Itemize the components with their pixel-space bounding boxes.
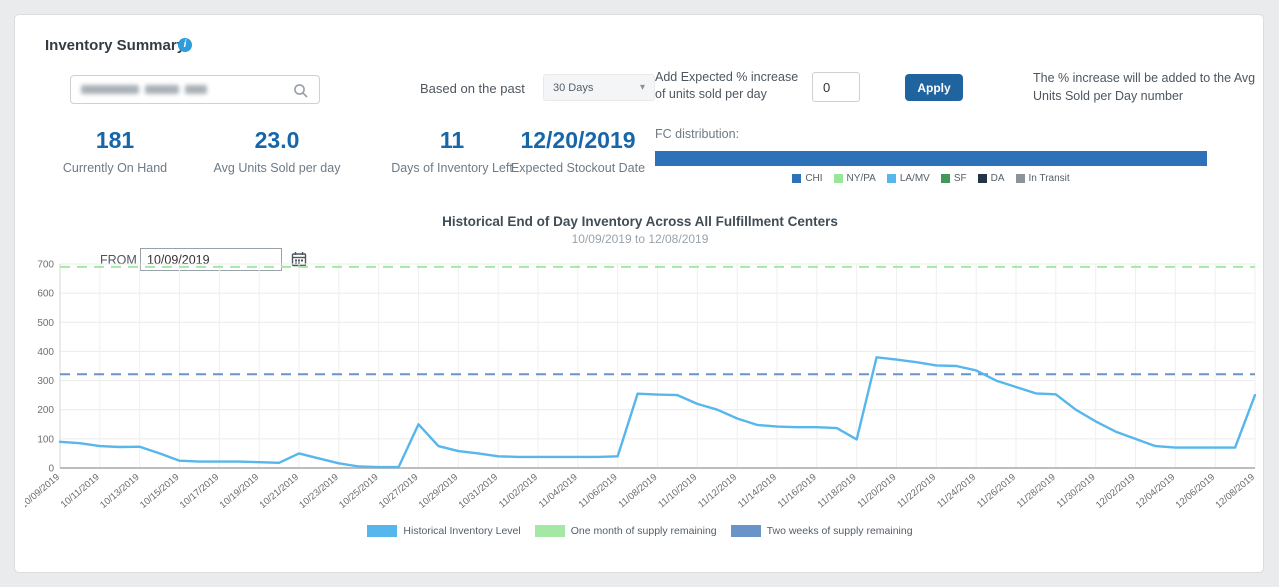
chart-legend-swatch	[534, 525, 565, 537]
svg-text:11/04/2019: 11/04/2019	[537, 472, 580, 511]
apply-button[interactable]: Apply	[905, 74, 963, 101]
chart-subtitle: 10/09/2019 to 12/08/2019	[571, 232, 709, 246]
svg-text:11/18/2019: 11/18/2019	[816, 472, 859, 511]
chart-legend-swatch	[730, 525, 761, 537]
stat-avg-units-sold: 23.0 Avg Units Sold per day	[192, 127, 362, 175]
stat-value: 23.0	[254, 127, 300, 153]
svg-text:10/13/2019: 10/13/2019	[98, 472, 141, 511]
fc-distribution-bar-fill	[655, 151, 1207, 166]
increase-help-text: The % increase will be added to the Avg …	[1033, 71, 1256, 103]
svg-text:10/21/2019: 10/21/2019	[257, 472, 300, 511]
svg-text:11/16/2019: 11/16/2019	[776, 472, 819, 511]
info-icon[interactable]: i	[178, 38, 192, 52]
stat-label: Days of Inventory Left	[391, 161, 513, 175]
search-icon[interactable]	[293, 83, 309, 99]
svg-text:11/06/2019: 11/06/2019	[577, 472, 620, 511]
svg-text:400: 400	[37, 347, 54, 358]
svg-text:11/10/2019: 11/10/2019	[656, 472, 699, 511]
svg-text:10/29/2019: 10/29/2019	[417, 472, 460, 511]
fc-legend-item: SF	[940, 173, 967, 184]
svg-text:700: 700	[37, 260, 54, 271]
svg-text:11/28/2019: 11/28/2019	[1015, 472, 1058, 511]
stat-label: Avg Units Sold per day	[213, 161, 341, 175]
svg-text:11/08/2019: 11/08/2019	[616, 472, 659, 511]
period-dropdown-value: 30 Days	[553, 81, 594, 94]
chart-legend-item: Two weeks of supply remaining	[730, 525, 913, 537]
svg-text:11/02/2019: 11/02/2019	[497, 472, 540, 511]
svg-text:11/26/2019: 11/26/2019	[975, 472, 1018, 511]
svg-text:11/24/2019: 11/24/2019	[935, 472, 978, 511]
increase-input[interactable]	[812, 72, 860, 102]
fc-legend-swatch	[792, 174, 802, 183]
increase-label: Add Expected % increase of units sold pe…	[655, 70, 799, 101]
chart-title: Historical End of Day Inventory Across A…	[442, 214, 838, 229]
from-date-input[interactable]	[140, 248, 282, 271]
svg-text:12/06/2019: 12/06/2019	[1174, 472, 1217, 511]
svg-text:10/09/2019: 10/09/2019	[25, 472, 62, 511]
chart-legend-item: Historical Inventory Level	[367, 525, 521, 537]
chart-canvas: 0 100 200 300 400 500 600 700 10/09/201910/11/20…	[18, 260, 1256, 511]
svg-text:10/27/2019: 10/27/2019	[377, 472, 420, 511]
svg-text:11/12/2019: 11/12/2019	[696, 472, 739, 511]
fc-distribution-bar	[655, 151, 1207, 166]
svg-text:11/20/2019: 11/20/2019	[855, 472, 898, 511]
svg-text:100: 100	[37, 434, 54, 445]
stat-value: 11	[439, 127, 465, 153]
svg-text:10/11/2019: 10/11/2019	[59, 472, 102, 511]
fc-legend-swatch	[886, 174, 896, 183]
svg-text:11/14/2019: 11/14/2019	[736, 472, 779, 511]
svg-text:12/02/2019: 12/02/2019	[1094, 472, 1137, 511]
svg-text:600: 600	[37, 289, 54, 300]
svg-text:12/04/2019: 12/04/2019	[1134, 472, 1177, 511]
fc-legend-swatch	[833, 174, 843, 183]
chart-legend: Historical Inventory Level One month of …	[15, 525, 1265, 537]
period-dropdown[interactable]: 30 Days ▾	[543, 74, 655, 101]
chart-legend-swatch	[367, 525, 398, 537]
svg-text:10/31/2019: 10/31/2019	[457, 472, 500, 511]
svg-text:300: 300	[37, 376, 54, 387]
stat-label: Expected Stockout Date	[510, 161, 646, 175]
redacted-search-text	[185, 85, 207, 94]
page-title: Inventory Summary	[45, 37, 186, 54]
fc-legend-item: CHI	[792, 173, 823, 184]
stat-label: Currently On Hand	[62, 161, 168, 175]
fc-legend-item: NY/PA	[833, 173, 876, 184]
chevron-down-icon: ▾	[639, 82, 645, 93]
inventory-history-chart: 0 100 200 300 400 500 600 700 10/09/2019 10/11/20…	[18, 257, 1269, 549]
stat-days-of-inventory: 11 Days of Inventory Left	[367, 127, 537, 175]
fc-legend-item: In Transit	[1015, 173, 1070, 184]
stat-value: 181	[95, 127, 135, 153]
fc-legend-item: DA	[977, 173, 1005, 184]
period-label: Based on the past	[420, 81, 525, 96]
svg-text:200: 200	[37, 405, 54, 416]
fc-distribution-legend: CHI NY/PA LA/MV SF DA In Transit	[655, 173, 1207, 184]
svg-text:10/15/2019: 10/15/2019	[138, 472, 181, 511]
fc-legend-item: LA/MV	[886, 173, 930, 184]
svg-text:10/17/2019: 10/17/2019	[178, 472, 221, 511]
svg-text:0: 0	[48, 464, 54, 475]
stat-expected-stockout: 12/20/2019 Expected Stockout Date	[493, 127, 663, 175]
svg-text:12/08/2019: 12/08/2019	[1213, 472, 1256, 511]
svg-text:11/30/2019: 11/30/2019	[1055, 472, 1098, 511]
stat-currently-on-hand: 181 Currently On Hand	[30, 127, 200, 175]
chart-legend-item: One month of supply remaining	[534, 525, 717, 537]
svg-text:10/25/2019: 10/25/2019	[337, 472, 380, 511]
redacted-search-text	[81, 85, 139, 94]
inventory-summary-card: Inventory Summary i Based on the past 30…	[14, 14, 1264, 573]
stat-value: 12/20/2019	[520, 127, 636, 153]
fc-legend-swatch	[1015, 174, 1025, 183]
search-input[interactable]	[70, 75, 320, 104]
svg-text:500: 500	[37, 318, 54, 329]
svg-text:10/19/2019: 10/19/2019	[218, 472, 261, 511]
fc-distribution-label: FC distribution:	[655, 127, 740, 141]
redacted-search-text	[145, 85, 179, 94]
fc-legend-swatch	[977, 174, 987, 183]
fc-legend-swatch	[940, 174, 950, 183]
svg-text:10/23/2019: 10/23/2019	[297, 472, 340, 511]
svg-text:11/22/2019: 11/22/2019	[895, 472, 938, 511]
